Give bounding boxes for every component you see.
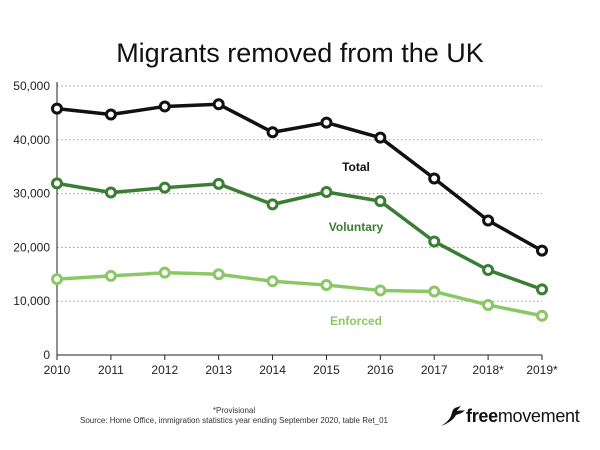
data-point-enforced [51, 273, 63, 286]
logo-text-prefix: free [466, 405, 498, 426]
data-point-voluntary [536, 283, 548, 296]
chart-title: Migrants removed from the UK [116, 38, 484, 68]
data-point-total [320, 116, 333, 129]
x-tick-label: 2017 [421, 363, 448, 377]
y-tick-label: 30,000 [13, 187, 50, 201]
data-point-total [536, 244, 548, 257]
data-point-enforced [212, 268, 225, 281]
data-point-voluntary [158, 181, 171, 194]
x-tick-label: 2016 [367, 363, 394, 377]
freemovement-logo: freemovement [440, 403, 580, 429]
line-chart: 0 10,000 20,000 30,000 40,000 50,000 2010 2011 2… [13, 79, 558, 377]
data-point-total [428, 172, 441, 185]
series-label-total: Total [342, 160, 370, 174]
logo-text: freemovement [466, 405, 580, 427]
x-tick-label: 2013 [205, 363, 232, 377]
data-point-voluntary [428, 235, 441, 248]
footnote: *Provisional Source: Home Office, immigr… [0, 406, 600, 426]
x-tick-label: 2019* [526, 363, 558, 377]
x-tick-label: 2010 [44, 363, 71, 377]
provisional-note: *Provisional [212, 406, 256, 415]
series-label-voluntary: Voluntary [329, 220, 384, 234]
x-tick-label: 2014 [259, 363, 286, 377]
data-point-voluntary [266, 198, 279, 211]
y-tick-label: 0 [43, 348, 50, 362]
data-point-total [374, 131, 387, 144]
data-point-total [158, 100, 171, 113]
data-point-enforced [536, 309, 548, 322]
data-point-total [482, 214, 495, 227]
data-point-voluntary [212, 177, 225, 190]
x-tick-label: 2012 [151, 363, 178, 377]
series-line-enforced [56, 270, 543, 318]
series-label-enforced: Enforced [330, 314, 382, 328]
source-note: Source: Home Office, immigration statist… [79, 416, 388, 425]
data-point-enforced [428, 285, 441, 298]
data-point-voluntary [482, 263, 495, 276]
x-tick-label: 2018* [472, 363, 504, 377]
series-line-total [56, 102, 543, 253]
data-point-enforced [104, 269, 117, 282]
data-point-enforced [374, 284, 387, 297]
y-tick-label: 20,000 [13, 240, 50, 254]
swallow-bird-icon [441, 405, 465, 426]
data-point-enforced [158, 266, 171, 279]
data-point-voluntary [320, 185, 333, 198]
y-tick-label: 10,000 [13, 294, 50, 308]
data-point-enforced [266, 275, 279, 288]
data-point-enforced [320, 279, 333, 292]
logo-text-suffix: movement [497, 405, 580, 426]
data-point-voluntary [374, 195, 387, 208]
data-point-voluntary [104, 186, 117, 199]
x-tick-label: 2015 [313, 363, 340, 377]
series-line-voluntary [56, 181, 543, 292]
data-point-total [212, 98, 225, 111]
data-point-total [51, 102, 63, 115]
data-point-voluntary [51, 177, 63, 190]
data-point-enforced [482, 298, 495, 311]
x-tick-label: 2011 [98, 363, 124, 377]
data-point-total [266, 126, 279, 139]
y-tick-label: 40,000 [13, 133, 50, 147]
y-tick-label: 50,000 [13, 79, 50, 93]
data-point-total [104, 108, 117, 121]
